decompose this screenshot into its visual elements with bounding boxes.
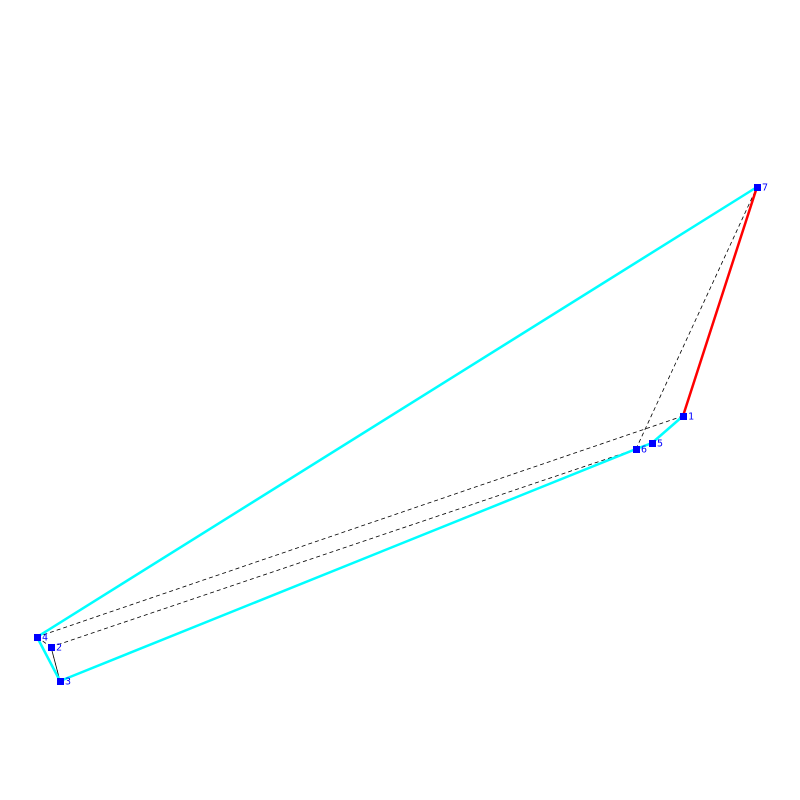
dashed-segment-3-2 — [50, 646, 61, 682]
point-label-3: 3 — [65, 677, 71, 688]
red-path-layer — [681, 186, 759, 417]
cyan-segment-4-3 — [35, 636, 62, 682]
point-marker-2 — [48, 644, 55, 651]
point-label-4: 4 — [42, 633, 48, 644]
cyan-segment-5-1 — [651, 415, 684, 444]
point-marker-3 — [57, 678, 64, 685]
label-layer: 1 2 3 4 56 7 — [42, 183, 768, 688]
point-marker-5 — [649, 440, 656, 447]
dashed-segment-1-4 — [36, 415, 684, 638]
point-marker-4 — [34, 634, 41, 641]
point-marker-6 — [633, 446, 640, 453]
point-marker-1 — [680, 413, 687, 420]
point-label-5: 5 — [657, 439, 663, 450]
cyan-segment-3-6 — [59, 447, 637, 683]
cyan-path-layer — [35, 185, 758, 683]
point-label-2: 2 — [56, 643, 62, 654]
red-segment-1-7 — [681, 186, 759, 417]
point-label-1: 1 — [688, 412, 694, 423]
dashed-segment-6-7 — [635, 186, 758, 450]
point-label-6: 6 — [641, 445, 647, 456]
point-label-7: 7 — [762, 183, 768, 194]
cyan-segment-7-4 — [36, 185, 758, 639]
dashed-segment-2-6 — [50, 448, 637, 648]
point-layer — [34, 184, 761, 685]
dashed-path-layer — [36, 186, 758, 682]
point-marker-7 — [754, 184, 761, 191]
